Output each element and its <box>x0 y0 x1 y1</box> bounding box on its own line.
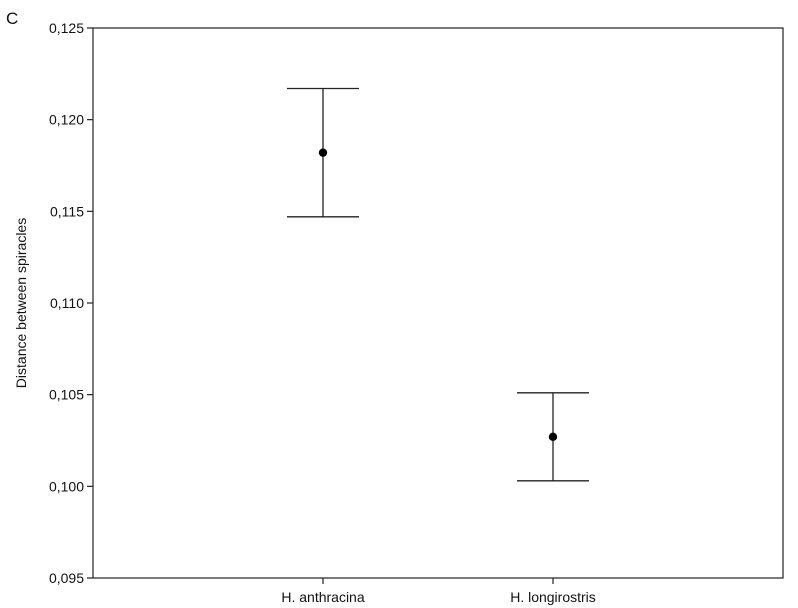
mean-point <box>318 148 328 157</box>
y-axis-label: Distance between spiracles <box>13 218 29 388</box>
y-tick-label: 0,110 <box>50 295 84 311</box>
x-axis: H. anthracina H. longirostris <box>281 578 596 605</box>
x-tick-label: H. anthracina <box>281 589 364 605</box>
mean-point <box>548 432 558 442</box>
y-tick-label: 0,105 <box>49 387 84 403</box>
y-tick-label: 0,120 <box>49 112 84 128</box>
panel-label: C <box>6 9 18 28</box>
x-tick-label: H. longirostris <box>510 589 596 605</box>
plot-frame <box>92 27 784 579</box>
y-tick-label: 0,125 <box>49 20 84 36</box>
y-tick-label: 0,100 <box>49 478 84 494</box>
plot-area <box>287 87 589 482</box>
y-axis: 0,095 0,100 0,105 0,110 0,115 0,120 0,125 <box>49 20 93 586</box>
y-tick-label: 0,115 <box>50 203 84 219</box>
y-tick-label: 0,095 <box>49 570 84 586</box>
